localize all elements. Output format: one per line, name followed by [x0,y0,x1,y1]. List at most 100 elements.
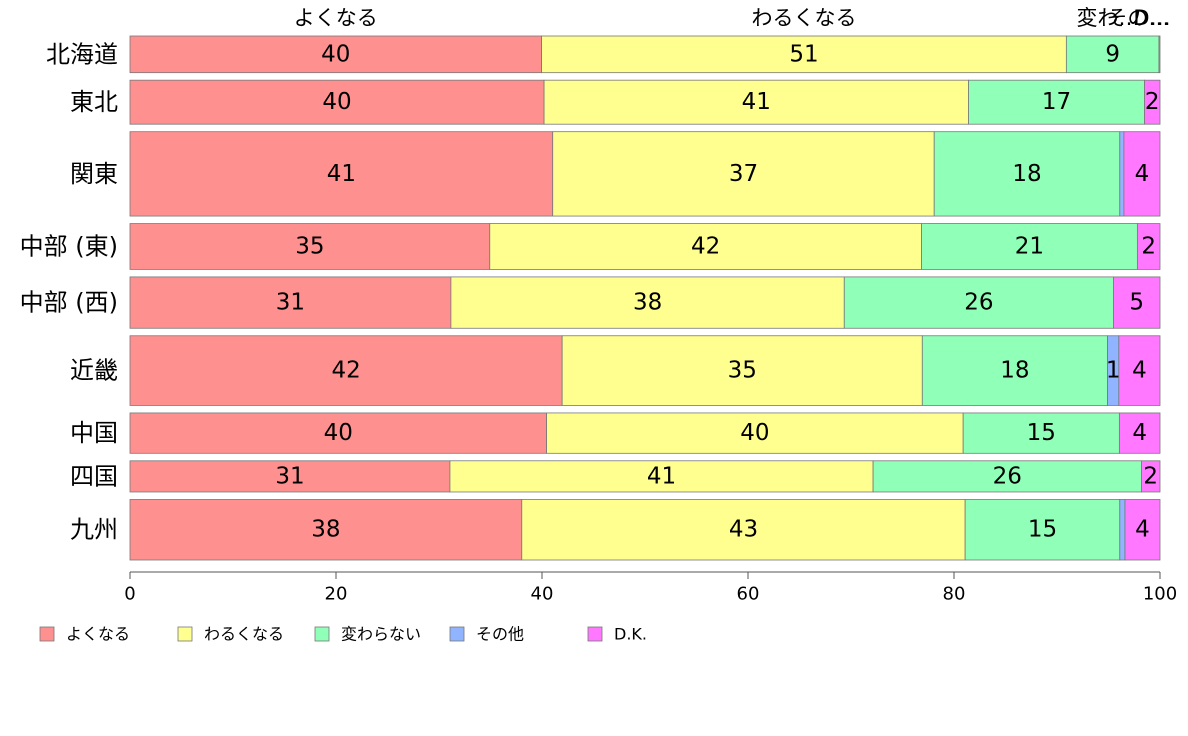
bar-value-label: 41 [647,463,676,489]
bar-value-label: 2 [1145,89,1160,115]
bar-value-label: 5 [1129,290,1144,316]
bar-value-label: 43 [729,517,758,543]
bar-segment [962,412,1120,454]
bar-value-label: 26 [993,463,1022,489]
column-header: その… [1107,6,1170,30]
bar-segment [1141,460,1161,493]
bar-value-label: 37 [729,161,758,187]
bar-value-label: 38 [633,290,662,316]
bar-value-label: 31 [276,290,305,316]
column-header: よくなる [294,6,378,30]
bar-value-labels: 40 51 940 41 17 241 37 18 435 42 21 231 38 26 542 35 18 1… [275,41,1159,542]
bar-segment [921,335,1108,406]
row-label: 関東 [70,160,118,188]
legend-label: D.K. [614,625,647,644]
bar-value-label: 18 [1000,358,1029,384]
bar-segment [1113,276,1161,329]
bar-segment [1144,79,1161,125]
bar-value-label: 40 [324,420,353,446]
bar-segment [964,499,1121,561]
legend-label: その他 [476,625,524,644]
bar-segment [968,79,1145,125]
bar-segment [552,131,935,217]
bar-value-label: 31 [275,463,304,489]
bar-segment [129,276,452,329]
legend-swatch [314,626,330,642]
legend-label: 変わらない [341,625,421,644]
x-tick-label: 60 [737,584,760,605]
bar-segment [1119,499,1126,561]
x-tick-label: 20 [325,584,348,605]
bar-value-label: 42 [691,233,720,259]
bar-value-label: 4 [1132,358,1147,384]
bar-segment [521,499,966,561]
x-tick-label: 0 [124,584,135,605]
bar-value-label: 15 [1027,420,1056,446]
bar-segment [129,131,554,217]
row-label: 近畿 [70,357,118,385]
bar-segment [1065,35,1160,74]
bar-value-label: 2 [1141,233,1156,259]
bar-value-label: 41 [327,161,356,187]
x-tick-label: 100 [1143,584,1177,605]
x-tick-label: 40 [531,584,554,605]
bar-value-label: 4 [1135,161,1150,187]
bar-segment [1136,223,1161,270]
bar-segment [129,412,547,454]
bar-value-label: 21 [1015,233,1044,259]
column-header: わるくなる [751,6,856,30]
bar-segment [129,499,523,561]
bar-value-label: 17 [1042,89,1071,115]
x-axis: 0 20 40 60 80 100 [124,571,1177,605]
legend-swatch [587,626,603,642]
bar-segment [1118,335,1161,406]
x-tick-label: 80 [943,584,966,605]
legend-swatch [39,626,55,642]
bar-value-label: 4 [1132,420,1147,446]
bar-segment [129,79,545,125]
bar-value-label: 40 [322,89,351,115]
row-label: 四国 [70,462,118,490]
row-label: 中部 (西) [20,289,118,317]
row-label: 九州 [70,516,118,544]
bar-segment [1119,131,1125,217]
bar-value-label: 1 [1106,358,1121,384]
bar-segment [543,79,969,125]
bar-value-label: 41 [742,89,771,115]
bar-value-label: 40 [321,41,350,67]
bar-segment [561,335,923,406]
column-header: D… [1133,6,1170,30]
row-label: 中部 (東) [20,232,118,260]
row-label: 東北 [70,88,118,116]
bar-value-label: 18 [1012,161,1041,187]
bar-value-label: 15 [1028,517,1057,543]
bar-segment [129,35,542,74]
bars [129,35,1161,561]
bar-value-label: 26 [964,290,993,316]
bar-segment [921,223,1138,270]
bar-segment [546,412,964,454]
legend-label: よくなる [66,625,130,644]
bar-segment [1158,35,1161,74]
bar-segment [129,223,491,270]
bar-segment [450,276,845,329]
bar-value-label: 4 [1135,517,1150,543]
legend-label: わるくなる [204,625,284,644]
column-header: 変わ… [1077,6,1140,30]
bar-value-label: 38 [311,517,340,543]
bar-value-label: 51 [789,41,818,67]
bar-segment [1118,412,1161,454]
bar-segment [129,335,563,406]
bar-value-label: 2 [1143,463,1158,489]
row-label: 北海道 [46,40,118,68]
legend-swatch [449,626,465,642]
row-label: 中国 [70,419,118,447]
legend: よくなる わるくなる 変わらない その他 D.K. [39,625,647,644]
bar-value-label: 35 [295,233,324,259]
bar-segment [933,131,1121,217]
bar-value-label: 40 [740,420,769,446]
bar-value-label: 42 [331,358,360,384]
column-headers: よくなる わるくなる 変わ…その…D… [294,6,1171,30]
